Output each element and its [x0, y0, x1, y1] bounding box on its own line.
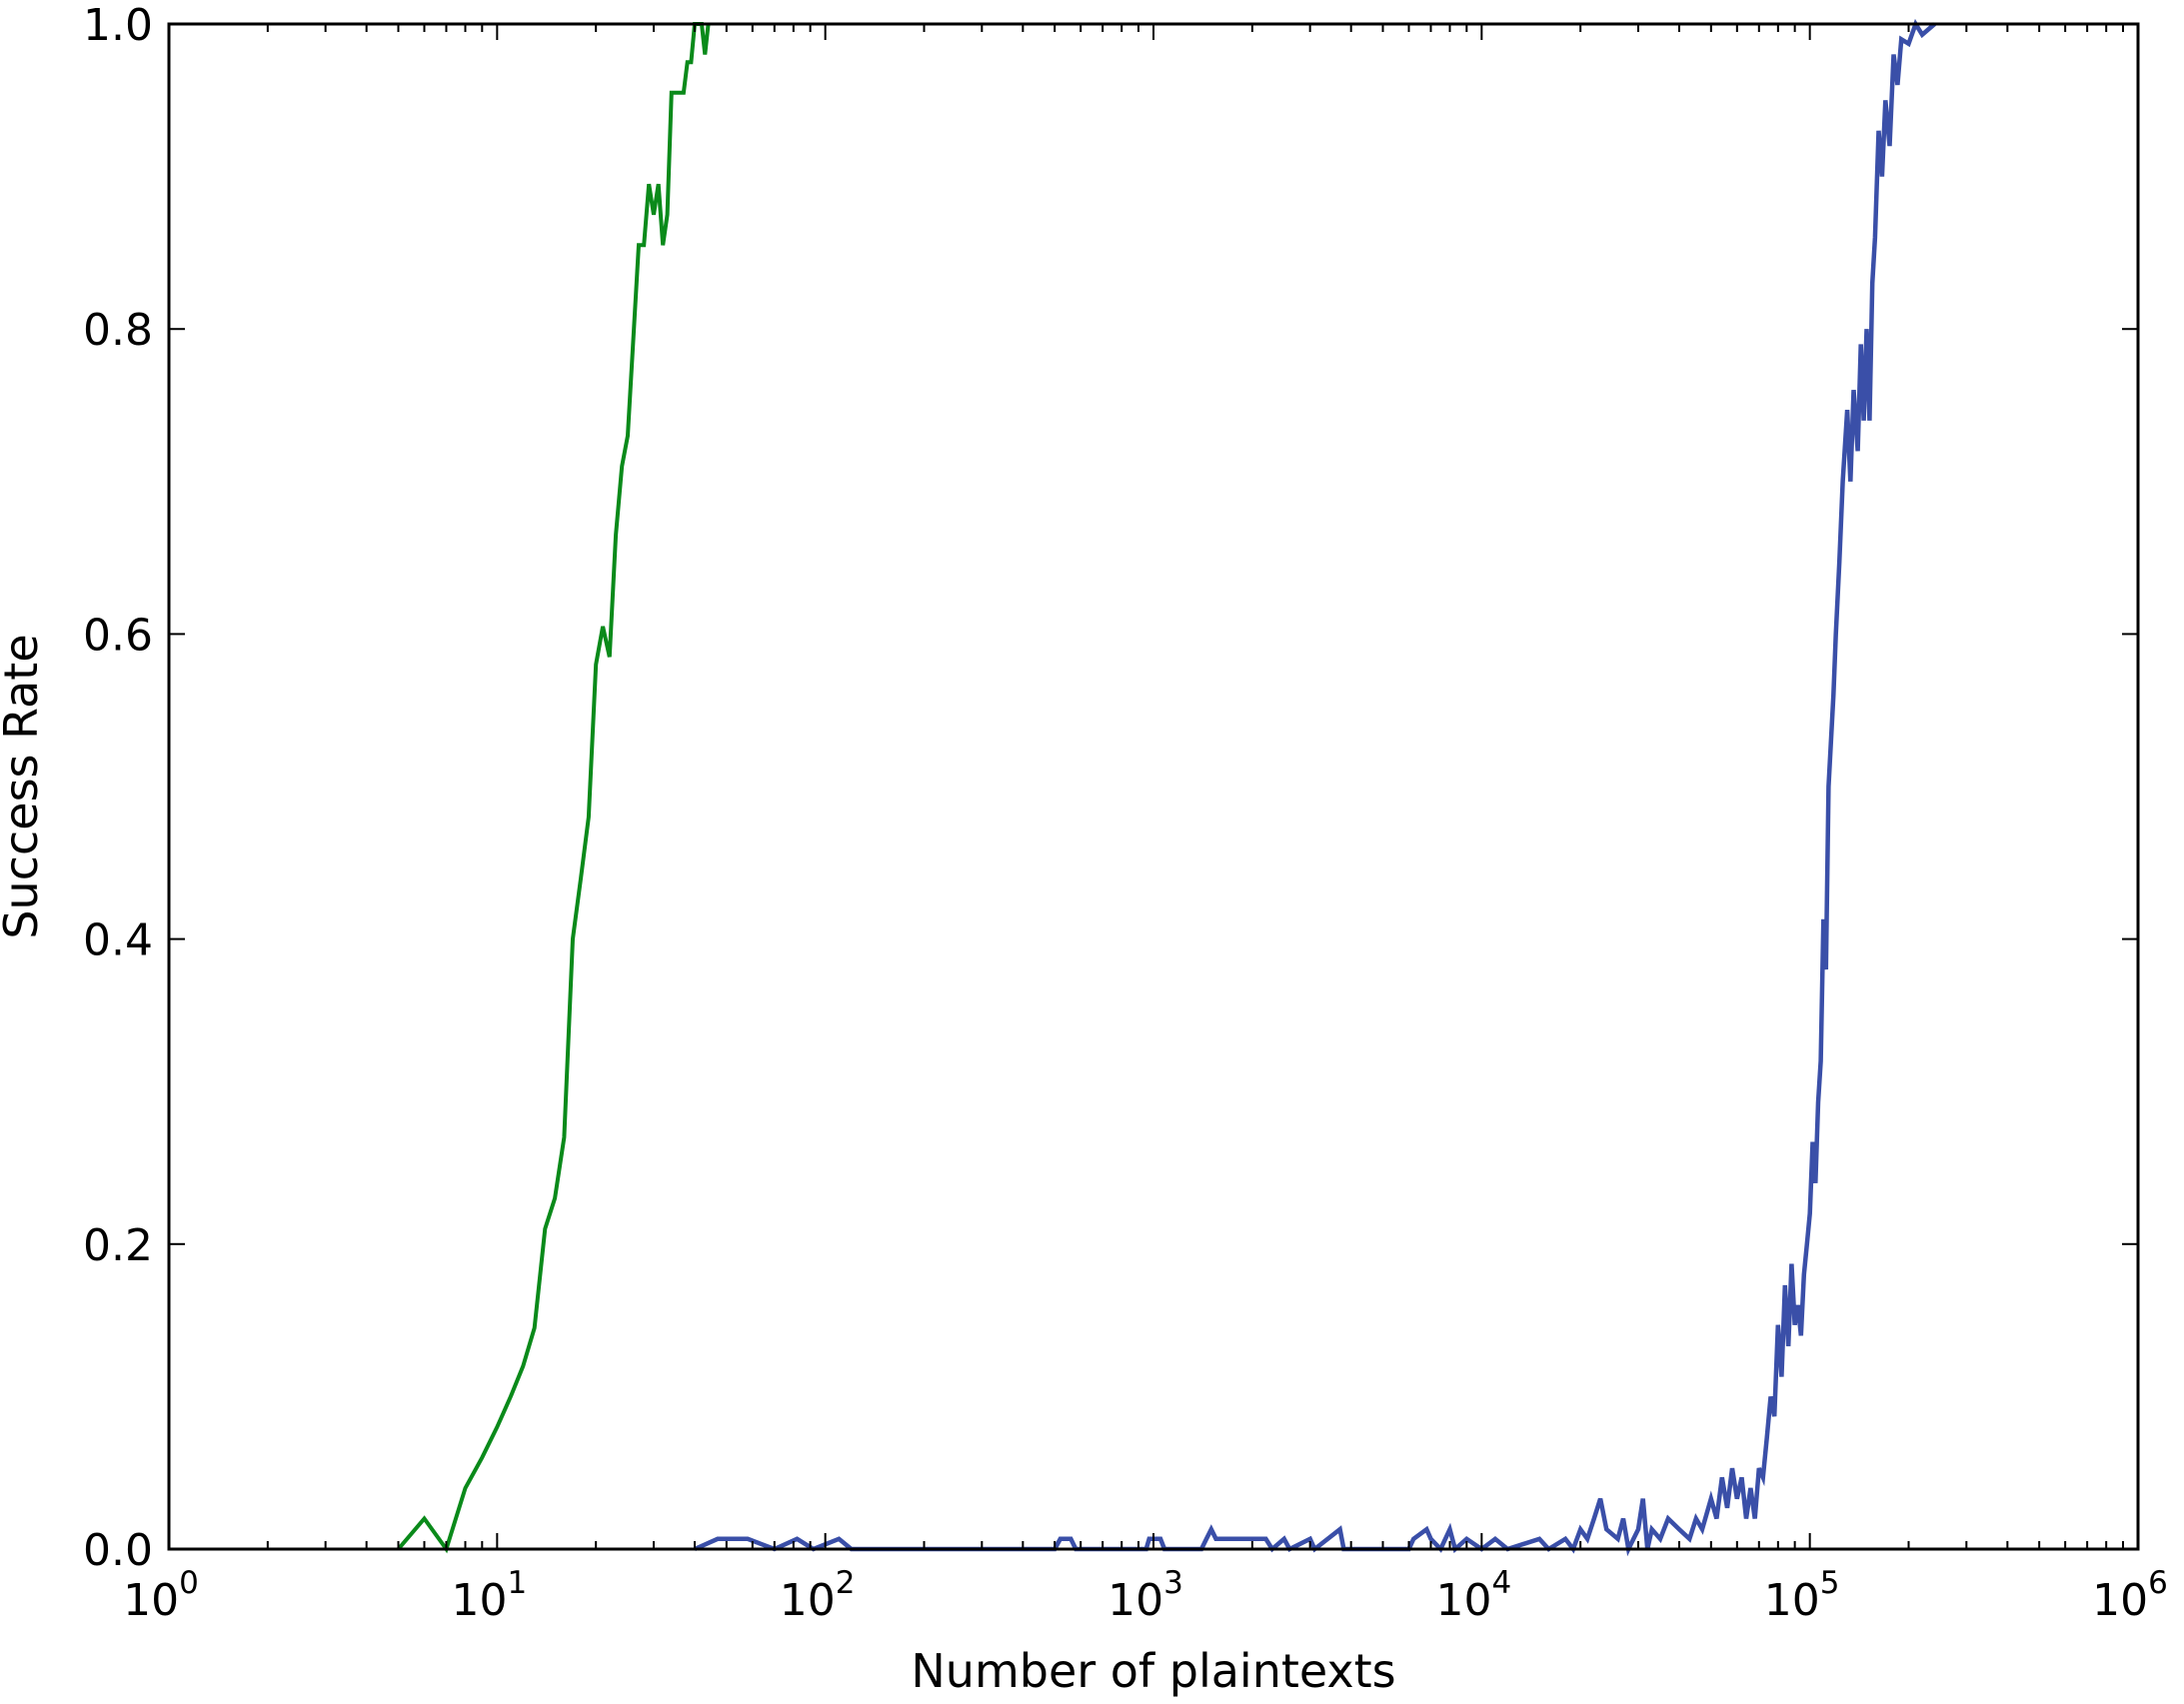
x-tick-label: 102 — [780, 1565, 856, 1626]
x-tick-labels: 100 101 102 103 104 105 106 — [123, 1565, 2168, 1626]
x-axis-title: Number of plaintexts — [911, 1644, 1395, 1698]
y-tick-label: 0.4 — [83, 915, 153, 966]
x-tick-label: 100 — [123, 1565, 199, 1626]
y-axis-title: Success Rate — [0, 634, 48, 938]
y-tick-labels: 0.0 0.2 0.4 0.6 0.8 1.0 — [83, 0, 153, 1576]
y-tick-label: 0.8 — [83, 305, 153, 356]
series-line-1 — [396, 22, 711, 1554]
plot-frame — [167, 22, 2140, 1551]
y-tick-label: 0.6 — [83, 610, 153, 661]
x-tick-label: 104 — [1435, 1565, 1511, 1626]
series-layer — [396, 18, 1936, 1557]
y-tick-label: 0.0 — [83, 1525, 153, 1576]
x-tick-label: 105 — [1764, 1565, 1840, 1626]
x-tick-label: 101 — [451, 1565, 527, 1626]
x-tick-label: 103 — [1107, 1565, 1183, 1626]
ticks-layer — [168, 23, 2139, 1550]
y-tick-label: 0.2 — [83, 1220, 153, 1271]
y-tick-label: 1.0 — [83, 0, 153, 51]
series-line-2 — [694, 18, 1936, 1557]
x-tick-label: 106 — [2092, 1565, 2168, 1626]
